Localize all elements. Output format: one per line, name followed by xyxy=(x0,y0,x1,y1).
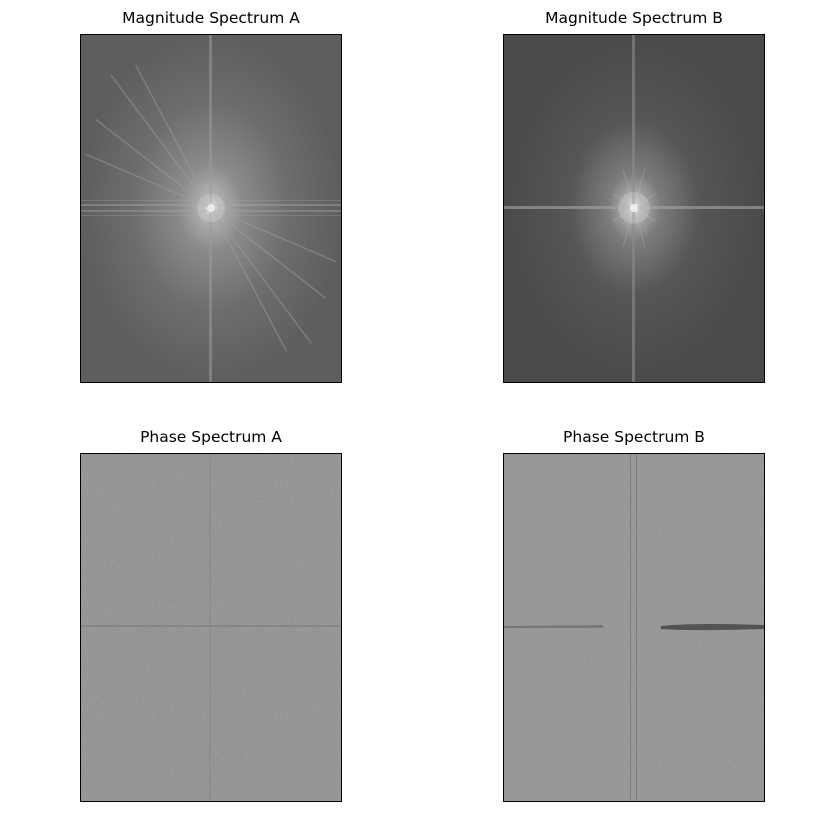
panel-title: Magnitude Spectrum B xyxy=(545,9,723,27)
panel-magnitude-b: Magnitude Spectrum B xyxy=(503,9,765,383)
panel-magnitude-a: Magnitude Spectrum A xyxy=(80,9,342,383)
panel-phase-a: Phase Spectrum A xyxy=(80,428,342,802)
panel-phase-b: Phase Spectrum B xyxy=(503,428,765,802)
magnitude-spectrum-b-image xyxy=(503,34,765,383)
phase-spectrum-b-image xyxy=(503,453,765,802)
phase-spectrum-a-image xyxy=(80,453,342,802)
panel-title: Phase Spectrum A xyxy=(140,428,282,446)
panel-title: Magnitude Spectrum A xyxy=(122,9,300,27)
panel-title: Phase Spectrum B xyxy=(563,428,705,446)
magnitude-spectrum-a-image xyxy=(80,34,342,383)
